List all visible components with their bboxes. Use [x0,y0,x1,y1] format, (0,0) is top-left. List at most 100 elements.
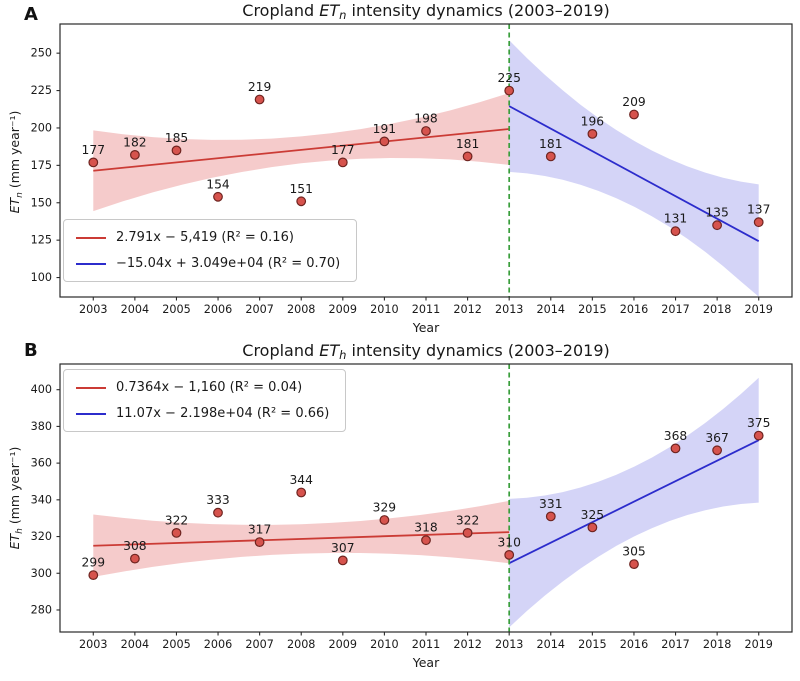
x-tick-label: 2009 [329,303,357,316]
data-point [171,528,182,538]
panel-a-title: Cropland ETn intensity dynamics (2003–20… [60,1,792,22]
y-tick-label: 125 [31,234,52,247]
data-point [337,555,348,566]
data-point [421,535,431,546]
point-label: 367 [705,431,728,445]
x-tick-label: 2012 [453,638,481,651]
x-tick-label: 2012 [453,303,481,316]
data-point [587,128,598,139]
data-point [379,515,390,525]
title-subscript: n [339,8,347,23]
data-point [753,217,764,228]
x-tick-label: 2013 [495,638,523,651]
x-tick-label: 2014 [537,303,565,316]
ylabel-unit: (mm year⁻¹) [7,446,23,529]
red-line-swatch [76,236,106,239]
x-tick-label: 2010 [370,303,398,316]
y-tick-label: 225 [31,84,52,97]
legend-entry: 0.7364x − 1,160 (R² = 0.04) [76,380,329,395]
panel-b-plot: 299 308 322 333 317 344 307 329 318 322 310 331 325 3… [31,363,793,651]
point-label: 299 [82,556,105,570]
x-tick-label: 2019 [744,303,772,316]
data-point [629,559,639,569]
point-label: 310 [497,535,520,549]
legend-label: 11.07x − 2.198e+04 (R² = 0.66) [116,406,330,421]
point-label: 177 [82,143,105,157]
x-tick-label: 2008 [287,638,315,651]
title-text: intensity dynamics (2003–2019) [346,1,610,20]
trend-line [93,128,510,172]
legend-entry: −15.04x + 3.049e+04 (R² = 0.70) [76,256,340,271]
legend-label: −15.04x + 3.049e+04 (R² = 0.70) [116,256,341,271]
data-point [712,445,722,456]
data-point [462,151,473,162]
confidence-band [509,40,759,297]
x-tick-label: 2018 [703,303,731,316]
x-tick-label: 2003 [79,638,107,651]
data-point [545,151,556,162]
panel-b-letter: B [24,340,38,361]
title-text: intensity dynamics (2003–2019) [346,341,610,360]
point-label: 185 [165,131,188,145]
x-tick-label: 2013 [495,303,523,316]
x-tick-label: 2015 [578,303,606,316]
data-point [670,443,681,454]
point-label: 305 [622,545,645,559]
data-point [129,553,140,564]
point-label: 181 [456,137,479,151]
y-tick-label: 400 [31,383,52,396]
data-point [171,145,182,156]
point-label: 225 [497,71,520,85]
x-tick-label: 2011 [412,303,440,316]
x-tick-label: 2016 [620,638,648,651]
confidence-band [93,93,510,212]
panel-a-letter: A [24,4,38,25]
ylabel-symbol: ET [7,197,23,214]
title-text: Cropland [242,1,320,20]
data-point [504,85,515,96]
y-tick-label: 200 [31,122,52,135]
y-tick-label: 340 [31,493,52,506]
point-label: 154 [206,177,230,191]
point-label: 331 [539,497,562,511]
x-tick-label: 2004 [121,303,149,316]
point-label: 137 [747,203,770,217]
point-label: 209 [622,95,645,109]
title-subscript: h [339,348,347,363]
data-point [421,126,431,136]
point-label: 325 [581,508,604,522]
x-tick-label: 2010 [370,638,398,651]
point-label: 191 [373,122,396,136]
blue-line-swatch [76,262,106,265]
legend-entry: 2.791x − 5,419 (R² = 0.16) [76,230,340,245]
point-label: 135 [705,206,728,220]
point-label: 322 [456,513,479,527]
point-label: 308 [123,539,146,553]
title-symbol: ET [319,341,340,360]
legend-label: 0.7364x − 1,160 (R² = 0.04) [116,380,303,395]
point-label: 368 [664,429,687,443]
data-point [213,507,223,518]
data-point [587,522,598,533]
x-tick-label: 2016 [620,303,648,316]
data-point [337,157,348,168]
x-tick-label: 2017 [661,303,689,316]
x-tick-label: 2003 [79,303,107,316]
point-label: 177 [331,143,354,157]
data-point [504,550,515,560]
y-tick-label: 150 [31,196,52,209]
x-tick-label: 2006 [204,303,232,316]
x-tick-label: 2004 [121,638,149,651]
x-tick-label: 2019 [744,638,772,651]
trend-line [508,439,760,564]
point-label: 198 [414,112,437,126]
panel-b-ylabel: ETh (mm year⁻¹) [7,447,25,550]
panel-a-legend: 2.791x − 5,419 (R² = 0.16) −15.04x + 3.0… [63,219,358,282]
point-label: 318 [414,521,437,535]
y-tick-label: 100 [31,271,52,284]
point-label: 182 [123,135,146,149]
panel-a-xlabel: Year [412,320,440,335]
point-label: 322 [165,513,188,527]
panel-a-plot: 177 182 185 154 219 151 177 191 198 181 225 181 196 2… [31,23,793,316]
